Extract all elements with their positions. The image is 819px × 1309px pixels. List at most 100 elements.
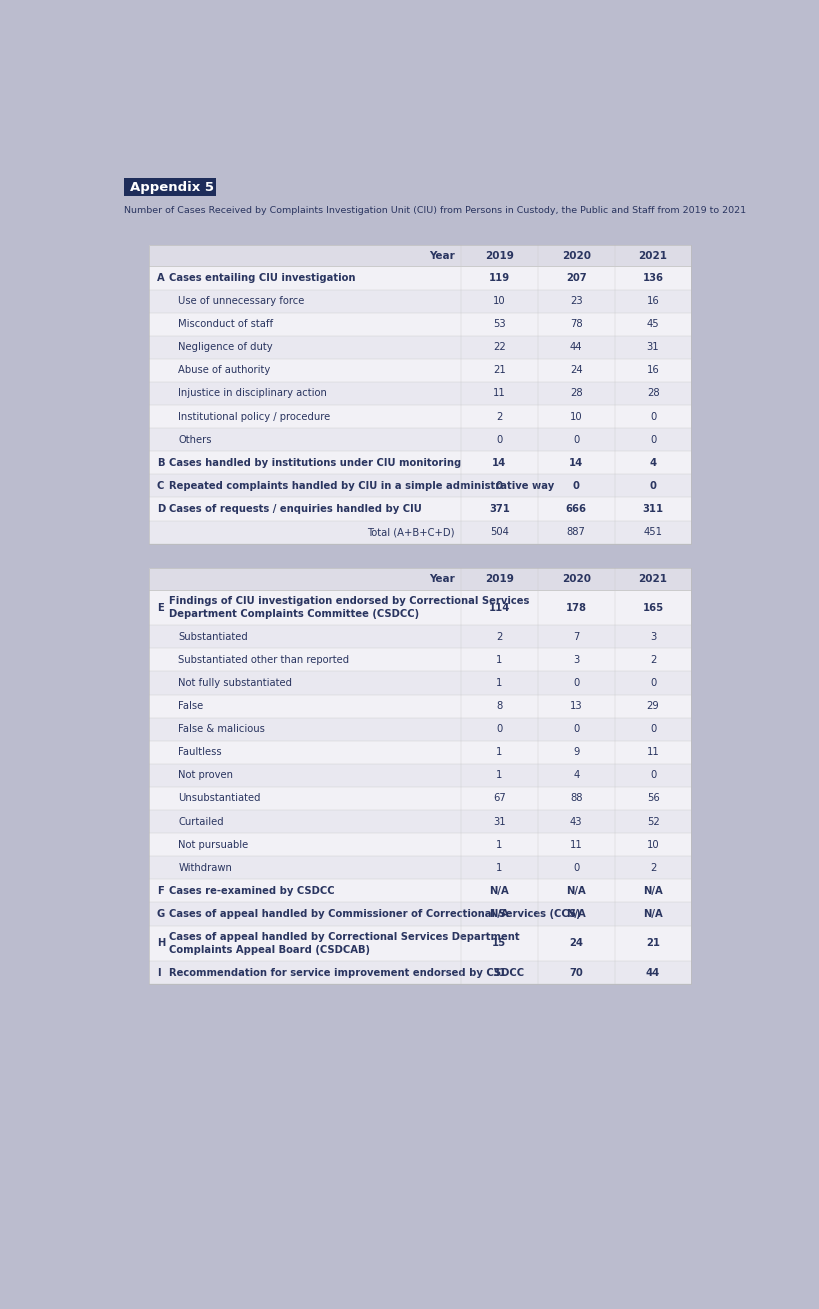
Text: Unsubstantiated: Unsubstantiated: [179, 793, 260, 804]
Text: Cases of appeal handled by Correctional Services Department: Cases of appeal handled by Correctional …: [169, 932, 519, 942]
Text: Others: Others: [179, 435, 211, 445]
FancyBboxPatch shape: [149, 626, 690, 648]
Text: Findings of CIU investigation endorsed by Correctional Services: Findings of CIU investigation endorsed b…: [169, 596, 529, 606]
Text: 10: 10: [492, 296, 505, 306]
FancyBboxPatch shape: [149, 521, 690, 543]
Text: 14: 14: [568, 458, 582, 467]
Text: 3: 3: [649, 632, 655, 641]
Text: 0: 0: [649, 678, 655, 689]
Text: 23: 23: [569, 296, 581, 306]
Text: 1: 1: [495, 747, 502, 758]
FancyBboxPatch shape: [149, 833, 690, 856]
Text: Repeated complaints handled by CIU in a simple administrative way: Repeated complaints handled by CIU in a …: [169, 480, 554, 491]
Text: 8: 8: [495, 702, 502, 711]
Text: 88: 88: [569, 793, 581, 804]
FancyBboxPatch shape: [149, 313, 690, 335]
Text: N/A: N/A: [566, 886, 586, 895]
Text: 1: 1: [495, 654, 502, 665]
Text: 16: 16: [646, 365, 658, 376]
FancyBboxPatch shape: [149, 335, 690, 359]
Text: 136: 136: [642, 274, 663, 283]
Text: 2021: 2021: [638, 250, 667, 260]
Text: Not proven: Not proven: [179, 771, 233, 780]
FancyBboxPatch shape: [149, 245, 690, 543]
FancyBboxPatch shape: [149, 695, 690, 717]
Text: N/A: N/A: [489, 908, 509, 919]
FancyBboxPatch shape: [149, 568, 690, 590]
FancyBboxPatch shape: [149, 245, 690, 267]
Text: Institutional policy / procedure: Institutional policy / procedure: [179, 411, 330, 421]
Text: 0: 0: [572, 678, 579, 689]
Text: 0: 0: [572, 724, 579, 734]
Text: 24: 24: [568, 939, 582, 948]
Text: Cases entailing CIU investigation: Cases entailing CIU investigation: [169, 274, 355, 283]
Text: 56: 56: [646, 793, 658, 804]
Text: 44: 44: [645, 967, 659, 978]
Text: 2: 2: [495, 632, 502, 641]
Text: 0: 0: [572, 863, 579, 873]
FancyBboxPatch shape: [149, 925, 690, 961]
Text: Department Complaints Committee (CSDCC): Department Complaints Committee (CSDCC): [169, 609, 419, 619]
FancyBboxPatch shape: [149, 648, 690, 672]
Text: 70: 70: [568, 967, 582, 978]
Text: N/A: N/A: [566, 908, 586, 919]
Text: Use of unnecessary force: Use of unnecessary force: [179, 296, 305, 306]
Text: Substantiated other than reported: Substantiated other than reported: [179, 654, 349, 665]
Text: 2: 2: [649, 654, 655, 665]
Text: 4: 4: [572, 771, 579, 780]
FancyBboxPatch shape: [149, 497, 690, 521]
Text: Number of Cases Received by Complaints Investigation Unit (CIU) from Persons in : Number of Cases Received by Complaints I…: [124, 206, 745, 215]
Text: 11: 11: [569, 839, 581, 850]
Text: 24: 24: [569, 365, 581, 376]
Text: 21: 21: [645, 939, 659, 948]
FancyBboxPatch shape: [149, 404, 690, 428]
Text: 16: 16: [646, 296, 658, 306]
Text: 67: 67: [492, 793, 505, 804]
Text: 1: 1: [495, 771, 502, 780]
Text: 1: 1: [495, 678, 502, 689]
Text: Withdrawn: Withdrawn: [179, 863, 232, 873]
Text: 3: 3: [572, 654, 579, 665]
FancyBboxPatch shape: [149, 741, 690, 764]
Text: Misconduct of staff: Misconduct of staff: [179, 319, 274, 329]
Text: Curtailed: Curtailed: [179, 817, 224, 826]
Text: 2019: 2019: [484, 250, 514, 260]
Text: Cases of requests / enquiries handled by CIU: Cases of requests / enquiries handled by…: [169, 504, 422, 514]
Text: B: B: [156, 458, 164, 467]
Text: N/A: N/A: [489, 886, 509, 895]
Text: 666: 666: [565, 504, 586, 514]
FancyBboxPatch shape: [149, 787, 690, 810]
Text: 2021: 2021: [638, 575, 667, 584]
FancyBboxPatch shape: [149, 880, 690, 902]
Text: Not pursuable: Not pursuable: [179, 839, 248, 850]
Text: 29: 29: [646, 702, 658, 711]
Text: 45: 45: [646, 319, 658, 329]
Text: 31: 31: [491, 967, 506, 978]
FancyBboxPatch shape: [149, 568, 690, 984]
Text: 178: 178: [565, 602, 586, 613]
Text: 0: 0: [649, 724, 655, 734]
Text: 0: 0: [649, 480, 656, 491]
Text: Faultless: Faultless: [179, 747, 222, 758]
Text: 15: 15: [491, 939, 506, 948]
Text: 0: 0: [649, 411, 655, 421]
Text: 2: 2: [495, 411, 502, 421]
Text: 11: 11: [492, 389, 505, 398]
FancyBboxPatch shape: [149, 474, 690, 497]
Text: Year: Year: [428, 575, 455, 584]
Text: 11: 11: [646, 747, 658, 758]
FancyBboxPatch shape: [149, 810, 690, 833]
Text: Not fully substantiated: Not fully substantiated: [179, 678, 292, 689]
Text: 21: 21: [492, 365, 505, 376]
FancyBboxPatch shape: [149, 672, 690, 695]
Text: N/A: N/A: [642, 886, 662, 895]
Text: 2019: 2019: [484, 575, 514, 584]
Text: A: A: [156, 274, 165, 283]
FancyBboxPatch shape: [149, 382, 690, 404]
Text: 4: 4: [649, 458, 656, 467]
Text: 10: 10: [569, 411, 581, 421]
Text: 22: 22: [492, 342, 505, 352]
FancyBboxPatch shape: [149, 590, 690, 626]
Text: 44: 44: [569, 342, 581, 352]
Text: Negligence of duty: Negligence of duty: [179, 342, 273, 352]
